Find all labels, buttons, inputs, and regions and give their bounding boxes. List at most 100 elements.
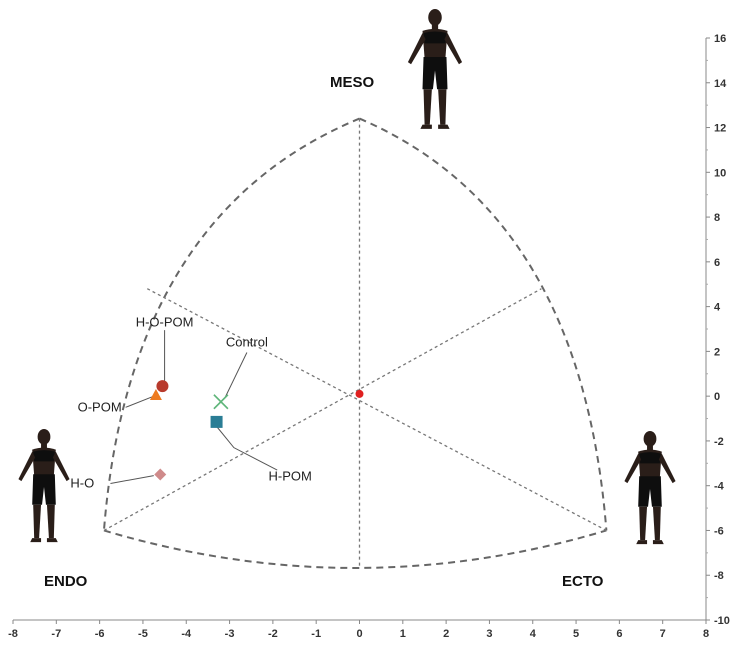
figure-left-leg <box>33 504 42 539</box>
y-tick-label: 16 <box>714 33 726 45</box>
y-tick: 16 <box>706 33 726 45</box>
y-tick-label: 4 <box>714 302 721 314</box>
x-tick: 4 <box>530 620 537 640</box>
label-h-o: H-O <box>70 475 94 490</box>
x-tick-label: 0 <box>356 628 362 640</box>
x-tick: 1 <box>400 620 406 640</box>
x-tick: 0 <box>356 620 363 640</box>
figure-top <box>33 450 55 462</box>
x-tick-label: 3 <box>486 628 492 640</box>
x-tick: 8 <box>703 620 709 640</box>
figure-left-leg <box>639 506 648 541</box>
figure-left-arm <box>407 33 426 65</box>
figure-right-leg <box>652 506 661 541</box>
y-tick-label: 12 <box>714 123 726 135</box>
ecto-figure <box>624 430 676 545</box>
x-tick: -8 <box>8 620 18 640</box>
inner-diag-ecto <box>146 288 607 532</box>
center-point <box>355 389 364 398</box>
x-tick: 6 <box>616 620 622 640</box>
meso-label: MESO <box>330 74 375 91</box>
x-tick-label: -1 <box>311 628 321 640</box>
x-tick: 3 <box>486 620 493 640</box>
x-tick-label: 8 <box>703 628 709 640</box>
figure-left-leg <box>423 89 432 125</box>
outline-meso-ecto <box>359 117 608 531</box>
leader-control <box>224 352 248 398</box>
y-tick-label: 0 <box>714 391 720 403</box>
point-h-o-pom <box>156 380 169 393</box>
label-o-pom: O-POM <box>78 399 122 414</box>
figure-head <box>643 430 657 447</box>
label-leader-lines <box>110 330 278 484</box>
y-axis-ticks: -10 -8 -6 -4 -2 0 2 4 6 8 10 12 14 16 <box>706 33 730 627</box>
x-tick: -1 <box>311 620 321 640</box>
figure-neck <box>41 443 47 450</box>
y-tick: 10 <box>706 167 726 179</box>
y-tick: 0 <box>706 391 720 403</box>
meso-figure <box>407 9 463 129</box>
y-tick: -2 <box>706 436 724 448</box>
x-tick-label: -2 <box>268 628 278 640</box>
figure-shorts <box>638 476 662 507</box>
x-tick: -6 <box>95 620 105 640</box>
x-tick-label: -7 <box>51 628 61 640</box>
leader-o-pom <box>125 395 154 408</box>
y-tick-label: 10 <box>714 167 726 179</box>
figure-right-foot <box>438 124 450 129</box>
y-tick: 14 <box>706 78 727 90</box>
figure-left-arm <box>18 451 36 482</box>
x-tick-label: 2 <box>443 628 449 640</box>
figure-right-leg <box>438 89 447 125</box>
figure-left-foot <box>636 540 648 545</box>
ecto-label: ECTO <box>562 573 604 590</box>
point-control <box>213 394 229 410</box>
figure-left-foot <box>420 124 432 129</box>
somatochart-inner-lines <box>103 118 607 567</box>
axes: -8 -7 -6 -5 -4 -3 -2 -1 0 1 2 3 4 5 6 7 8 -10-8-6-4-2024… <box>8 33 730 640</box>
x-marker-stroke <box>213 394 229 410</box>
y-tick: 2 <box>706 346 720 358</box>
figure-right-arm <box>52 451 70 482</box>
x-tick: -3 <box>225 620 234 640</box>
x-tick: -4 <box>181 620 192 640</box>
y-tick-label: 8 <box>714 212 720 224</box>
figure-right-leg <box>46 504 55 539</box>
endo-label: ENDO <box>44 573 88 590</box>
figure-left-arm <box>624 453 642 484</box>
point-h-pom <box>210 415 223 428</box>
figure-neck <box>647 445 653 452</box>
somatochart-outline <box>102 117 608 569</box>
x-tick-label: -8 <box>8 628 18 640</box>
y-tick: -10 <box>706 615 730 627</box>
x-tick: 5 <box>573 620 579 640</box>
y-tick-label: -4 <box>714 481 725 493</box>
point-h-o <box>154 468 167 481</box>
x-tick-label: -5 <box>138 628 148 640</box>
y-tick: 8 <box>706 212 720 224</box>
y-tick-label: -10 <box>714 615 730 627</box>
figure-right-foot <box>652 540 664 545</box>
x-axis-ticks: -8 -7 -6 -5 -4 -3 -2 -1 0 1 2 3 4 5 6 7 8 <box>8 620 709 640</box>
y-tick-label: 14 <box>714 78 727 90</box>
x-tick-label: 4 <box>530 628 537 640</box>
y-tick: -6 <box>706 525 724 537</box>
y-tick-label: 6 <box>714 257 720 269</box>
y-tick-label: -8 <box>714 570 724 582</box>
figure-right-arm <box>444 33 463 65</box>
figure-head <box>37 428 51 445</box>
x-tick: 7 <box>660 620 666 640</box>
figure-shorts <box>422 56 448 90</box>
outline-endo-ecto <box>103 529 607 569</box>
point-labels: H-O-POM O-POM Control H-POM H-O <box>70 314 311 490</box>
figure-right-arm <box>658 453 676 484</box>
figure-shorts <box>32 474 56 505</box>
y-tick: 12 <box>706 123 726 135</box>
x-tick-label: 1 <box>400 628 406 640</box>
leader-h-pom <box>216 426 278 471</box>
figure-top <box>639 452 661 464</box>
data-points <box>149 380 364 481</box>
x-tick: -5 <box>138 620 148 640</box>
figure-top <box>423 31 447 44</box>
